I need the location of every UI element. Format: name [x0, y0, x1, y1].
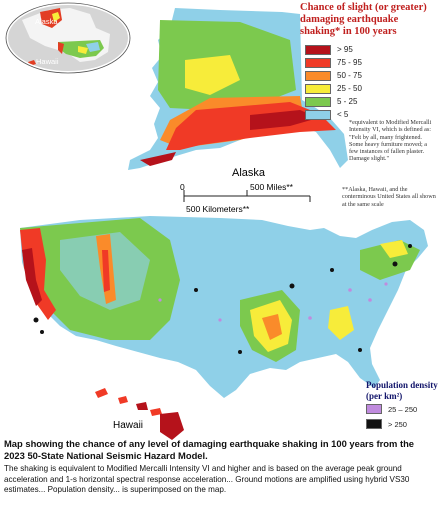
population-swatch	[366, 419, 382, 429]
legend-item: < 5	[305, 109, 348, 120]
population-legend-unit: (per km²)	[366, 391, 403, 401]
scale-km-label: 500 Kilometers**	[186, 204, 250, 214]
population-overlay	[33, 244, 412, 354]
legend-item: 75 - 95	[305, 57, 362, 68]
population-legend-item: > 250	[366, 419, 407, 429]
caption: Map showing the chance of any level of d…	[4, 438, 436, 496]
legend-item: 50 - 75	[305, 70, 362, 81]
legend-item: > 95	[305, 44, 353, 55]
legend-label: < 5	[337, 110, 349, 119]
population-label: > 250	[388, 419, 407, 429]
population-swatch	[366, 404, 382, 414]
caption-title: Map showing the chance of any level of d…	[4, 438, 415, 461]
scale-footnote: **Alaska, Hawaii, and the conterminous U…	[342, 186, 436, 208]
population-legend-item: 25 – 250	[366, 404, 417, 414]
legend-swatch	[305, 44, 331, 55]
scale-zero: 0	[180, 182, 185, 192]
population-label: 25 – 250	[388, 404, 418, 414]
legend-swatch	[305, 96, 331, 107]
legend-label: 5 - 25	[337, 97, 358, 106]
legend-swatch	[305, 57, 331, 68]
caption-body: The shaking is equivalent to Modified Me…	[4, 464, 410, 494]
legend-label: 75 - 95	[337, 58, 362, 67]
alaska-region	[128, 8, 348, 170]
legend-label: > 95	[337, 45, 353, 54]
scale-miles-label: 500 Miles**	[250, 182, 294, 192]
population-legend-title: Population density	[366, 380, 438, 390]
inset-globe	[5, 2, 131, 74]
inset-alaska-label: Alaska	[35, 17, 58, 26]
legend-swatch	[305, 70, 331, 81]
hawaii-label: Hawaii	[113, 420, 143, 431]
legend-label: 50 - 75	[337, 71, 362, 80]
intensity-footnote: *equivalent to Modified Mercalli Intensi…	[349, 119, 432, 163]
legend-item: 25 - 50	[305, 83, 362, 94]
alaska-label: Alaska	[232, 167, 266, 179]
legend-label: 25 - 50	[337, 84, 362, 93]
scale-bar: 0 500 Miles** 500 Kilometers**	[180, 182, 311, 214]
legend-swatch	[305, 83, 331, 94]
hazard-map: Alaska Hawaii Alaska 0 500 Miles** 500 K…	[5, 2, 428, 440]
inset-hawaii-label: Hawaii	[36, 57, 59, 66]
legend-item: 5 - 25	[305, 96, 357, 107]
legend-title: Chance of slight (or greater) damaging e…	[300, 2, 427, 37]
conus-region	[20, 216, 428, 398]
hawaii-islands	[95, 388, 184, 440]
legend-swatch	[305, 109, 331, 120]
